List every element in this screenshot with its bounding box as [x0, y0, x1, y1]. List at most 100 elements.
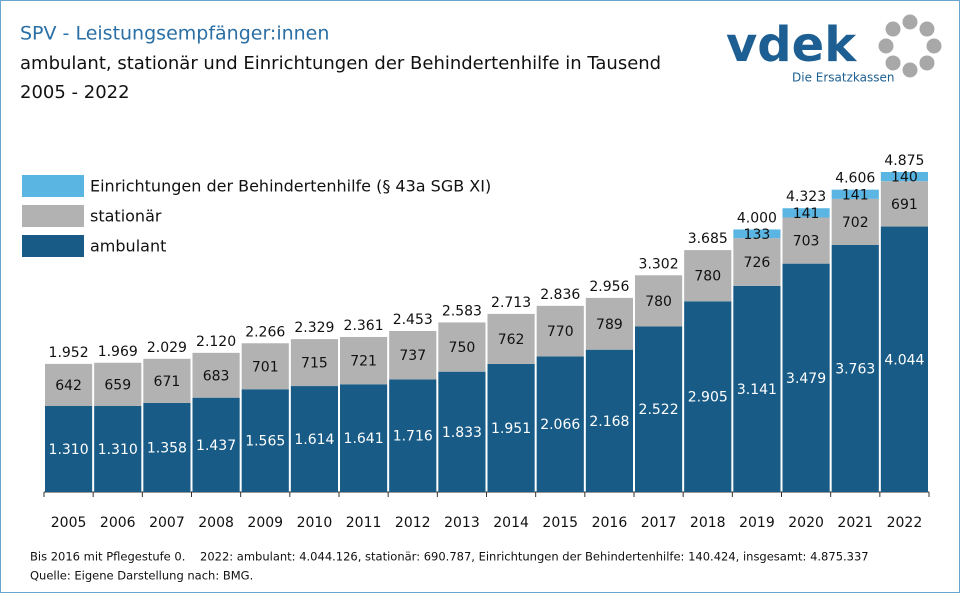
bar-segment: [340, 336, 388, 385]
x-tick-label: 2012: [395, 515, 431, 531]
data-label: 4.044: [884, 352, 924, 368]
bar-segment: [143, 402, 191, 492]
bar-segment: [241, 343, 289, 390]
bar-segment: [241, 389, 289, 492]
bar-segment: [487, 313, 535, 364]
x-tick-label: 2013: [444, 515, 480, 531]
x-tick-label: 2007: [149, 515, 185, 531]
bar-segment: [684, 301, 732, 492]
x-tick-label: 2019: [739, 515, 775, 531]
bar-segment: [733, 229, 781, 239]
data-label: 683: [203, 368, 230, 384]
data-label: 1.310: [49, 442, 89, 458]
logo-dot: [885, 21, 901, 37]
data-label: 671: [154, 374, 181, 390]
chart-subtitle: ambulant, stationär und Einrichtungen de…: [20, 53, 661, 74]
bar-segment: [831, 189, 879, 199]
data-label: 133: [744, 227, 771, 243]
data-label: 1.565: [245, 434, 285, 450]
data-label: 726: [744, 255, 771, 271]
legend-swatch: [22, 205, 84, 227]
bar-segment: [880, 226, 928, 492]
data-label: 1.833: [442, 425, 482, 441]
total-label: 2.029: [147, 340, 187, 356]
bar-segment: [733, 238, 781, 286]
data-label: 721: [350, 354, 377, 370]
logo-dot: [902, 62, 918, 78]
bar-segment: [487, 363, 535, 492]
chart-period: 2005 - 2022: [20, 82, 130, 103]
x-tick-label: 2018: [690, 515, 726, 531]
logo-dot: [878, 38, 894, 54]
legend-label: stationär: [90, 207, 162, 226]
data-label: 701: [252, 359, 279, 375]
total-label: 2.120: [196, 334, 236, 350]
bar-segment: [45, 363, 93, 407]
logo-dot: [902, 14, 918, 30]
bar-segment: [782, 208, 830, 218]
data-label: 702: [842, 215, 869, 231]
legend-swatch: [22, 175, 84, 197]
total-label: 2.583: [442, 303, 482, 319]
bar-segment: [290, 386, 338, 492]
x-tick-label: 2009: [247, 515, 283, 531]
data-label: 2.066: [540, 417, 580, 433]
data-label: 780: [645, 294, 672, 310]
bar-segment: [438, 371, 486, 492]
bar-segment: [45, 406, 93, 492]
bar-segment: [192, 352, 240, 398]
footnote: Bis 2016 mit Pflegestufe 0. 2022: ambula…: [30, 550, 869, 564]
bar-segment: [880, 181, 928, 227]
x-tick-label: 2021: [837, 515, 873, 531]
data-label: 789: [596, 317, 623, 333]
bar-segment: [782, 263, 830, 492]
bar-segment: [143, 358, 191, 403]
legend-swatch: [22, 235, 84, 257]
bar-segment: [585, 297, 633, 350]
bar-segment: [192, 397, 240, 492]
x-tick-label: 2014: [493, 515, 529, 531]
chart-title: SPV - Leistungsempfänger:innen: [20, 23, 329, 45]
data-label: 1.437: [196, 438, 236, 454]
total-label: 2.266: [245, 324, 285, 340]
data-label: 715: [301, 356, 328, 372]
data-label: 691: [891, 197, 918, 213]
legend-label: Einrichtungen der Behindertenhilfe (§ 43…: [90, 177, 491, 196]
data-label: 140: [891, 170, 918, 186]
x-tick-label: 2006: [100, 515, 136, 531]
bar-segment: [684, 250, 732, 302]
data-label: 141: [842, 187, 869, 203]
data-label: 1.310: [98, 442, 138, 458]
total-label: 3.685: [688, 231, 728, 247]
logo-dot: [926, 38, 942, 54]
data-label: 3.141: [737, 382, 777, 398]
data-label: 2.168: [589, 414, 629, 430]
bar-segment: [389, 379, 437, 492]
total-label: 1.952: [49, 345, 89, 361]
total-label: 2.956: [589, 279, 629, 295]
bar-segment: [389, 330, 437, 380]
total-label: 3.302: [639, 256, 679, 272]
bar-segment: [536, 305, 584, 357]
bar-segment: [733, 285, 781, 492]
data-label: 1.641: [344, 431, 384, 447]
data-label: 1.951: [491, 421, 531, 437]
data-label: 703: [793, 234, 820, 250]
bar-segment: [290, 339, 338, 387]
total-label: 2.836: [540, 287, 580, 303]
x-tick-label: 2008: [198, 515, 234, 531]
x-tick-label: 2017: [641, 515, 677, 531]
bar-segment: [585, 349, 633, 492]
total-label: 4.323: [786, 189, 826, 205]
logo-dot: [885, 55, 901, 71]
x-tick-label: 2016: [592, 515, 628, 531]
legend-label: ambulant: [90, 237, 166, 256]
data-label: 141: [793, 206, 820, 222]
footnote: Quelle: Eigene Darstellung nach: BMG.: [30, 569, 253, 583]
logo-dot: [919, 55, 935, 71]
bar-segment: [831, 198, 879, 245]
bar-segment: [94, 362, 142, 407]
x-tick-label: 2010: [297, 515, 333, 531]
total-label: 4.875: [884, 153, 924, 169]
